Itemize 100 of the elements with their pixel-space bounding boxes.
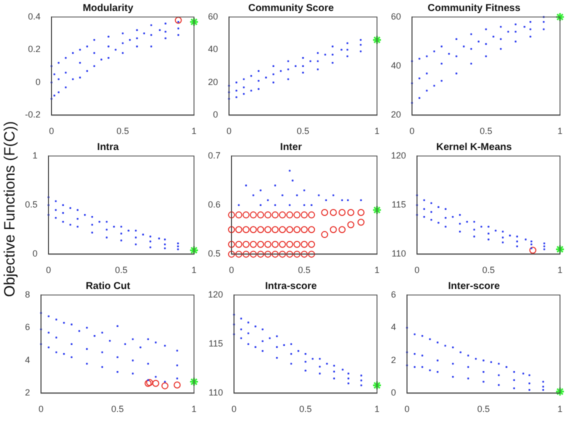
x-tick-label: 1 bbox=[557, 126, 563, 136]
x-tick-label: 0.5 bbox=[480, 126, 492, 136]
x-tick-label: 0.5 bbox=[482, 265, 495, 276]
x-tick-label: 1 bbox=[374, 126, 380, 136]
y-tick-label: 115 bbox=[392, 200, 406, 210]
point bbox=[286, 240, 294, 248]
chart-title: Intra-score bbox=[265, 280, 318, 292]
point bbox=[555, 386, 565, 396]
point bbox=[300, 240, 308, 248]
point bbox=[264, 250, 272, 258]
point bbox=[264, 240, 272, 248]
point bbox=[189, 245, 199, 256]
x-tick-label: 1 bbox=[191, 126, 197, 136]
y-tick-label: 110 bbox=[208, 388, 224, 398]
y-tick-label: 0.5 bbox=[24, 200, 38, 210]
point bbox=[308, 226, 316, 234]
point bbox=[228, 250, 236, 258]
y-tick-label: 115 bbox=[208, 338, 224, 349]
point bbox=[293, 211, 300, 218]
y-tick-label: 6 bbox=[390, 289, 396, 300]
y-tick-label: 1 bbox=[32, 150, 38, 160]
x-tick-label: 0.5 bbox=[299, 404, 312, 414]
point bbox=[300, 226, 308, 234]
point bbox=[338, 208, 346, 216]
point bbox=[235, 226, 242, 234]
point bbox=[228, 211, 236, 218]
point bbox=[257, 211, 264, 218]
point bbox=[308, 250, 316, 258]
point bbox=[286, 226, 294, 234]
point bbox=[293, 240, 300, 248]
y-tick-label: -0.2 bbox=[24, 110, 41, 120]
point bbox=[278, 240, 286, 248]
point bbox=[278, 226, 286, 234]
point bbox=[308, 211, 316, 218]
y-tick-label: 4 bbox=[24, 354, 30, 365]
point bbox=[250, 250, 257, 258]
point bbox=[242, 226, 250, 234]
point bbox=[357, 218, 364, 226]
x-tick-label: 0 bbox=[229, 265, 234, 276]
point bbox=[272, 250, 279, 258]
point bbox=[161, 382, 168, 390]
x-tick-label: 1 bbox=[557, 265, 563, 276]
point bbox=[189, 376, 199, 387]
point bbox=[250, 226, 257, 234]
y-tick-label: 110 bbox=[392, 248, 406, 259]
y-tick-label: 0.6 bbox=[208, 200, 221, 210]
y-tick-label: 0.5 bbox=[208, 248, 221, 259]
y-tick-label: 20 bbox=[208, 76, 218, 87]
y-tick-label: 0 bbox=[35, 76, 41, 87]
y-tick-label: 2 bbox=[24, 388, 30, 398]
x-tick-label: 1 bbox=[374, 404, 380, 414]
point bbox=[250, 240, 257, 248]
point bbox=[372, 205, 382, 215]
point bbox=[321, 231, 328, 238]
point bbox=[189, 17, 199, 27]
chart-title: Community Fitness bbox=[428, 2, 521, 14]
point bbox=[235, 240, 242, 248]
point bbox=[272, 240, 279, 248]
chart-title: Ratio Cut bbox=[86, 280, 131, 292]
point bbox=[286, 250, 294, 258]
point bbox=[257, 250, 264, 258]
y-tick-label: 0.4 bbox=[28, 11, 41, 22]
point bbox=[357, 208, 364, 216]
point bbox=[174, 382, 181, 389]
point bbox=[250, 211, 257, 218]
point bbox=[338, 226, 346, 234]
x-tick-label: 0 bbox=[226, 126, 232, 136]
chart-title: Community Score bbox=[248, 2, 334, 14]
point bbox=[235, 211, 242, 218]
x-tick-label: 0.5 bbox=[111, 404, 124, 414]
point bbox=[300, 250, 308, 258]
point bbox=[308, 240, 316, 248]
point bbox=[347, 221, 354, 228]
x-tick-label: 0 bbox=[49, 126, 54, 136]
x-tick-label: 1 bbox=[557, 404, 563, 414]
point bbox=[152, 380, 160, 387]
x-tick-label: 0.5 bbox=[477, 404, 490, 414]
y-tick-label: 0 bbox=[212, 110, 218, 120]
point bbox=[278, 211, 286, 218]
point bbox=[228, 226, 236, 234]
point bbox=[264, 226, 272, 234]
point bbox=[555, 12, 565, 22]
point bbox=[235, 250, 242, 258]
x-tick-label: 0.5 bbox=[115, 265, 128, 276]
x-tick-label: 1 bbox=[191, 265, 197, 276]
point bbox=[372, 35, 382, 45]
point bbox=[529, 246, 536, 254]
chart-title: Inter-score bbox=[448, 280, 500, 292]
point bbox=[272, 211, 279, 218]
x-tick-label: 0 bbox=[414, 265, 420, 276]
y-tick-label: 40 bbox=[390, 60, 402, 71]
x-tick-label: 0.5 bbox=[296, 126, 310, 136]
point bbox=[264, 211, 272, 218]
point bbox=[293, 250, 300, 258]
point bbox=[272, 226, 279, 234]
y-tick-label: 0 bbox=[390, 388, 396, 398]
y-tick-label: 60 bbox=[208, 11, 218, 22]
y-tick-label: 4 bbox=[390, 322, 396, 332]
point bbox=[330, 208, 337, 216]
point bbox=[257, 240, 264, 248]
